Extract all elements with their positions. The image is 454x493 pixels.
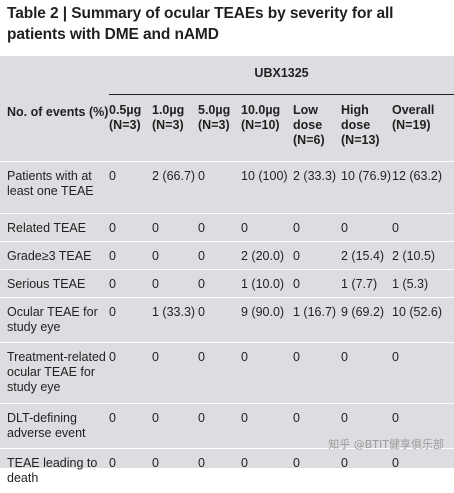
table-cell: 0 (109, 304, 116, 319)
table-cell: 10 (52.6) (392, 304, 443, 319)
table-cell: 0 (109, 248, 116, 263)
group-header-ubx1325: UBX1325 (254, 66, 309, 80)
column-header: 0.5µg (N=3) (109, 103, 142, 132)
row-label: DLT-defining adverse event (7, 410, 86, 440)
row-label: Grade≥3 TEAE (7, 248, 92, 263)
table-cell: 12 (63.2) (392, 168, 443, 183)
row-label: Related TEAE (7, 220, 86, 235)
table-cell: 10 (100) (241, 168, 288, 183)
table-cell: 0 (198, 168, 205, 183)
table-cell: 0 (241, 410, 248, 425)
watermark: 知乎 @BTIT健享俱乐部 (328, 438, 444, 451)
table-cell: 0 (241, 349, 248, 364)
table-cell: 2 (20.0) (241, 248, 285, 263)
table-cell: 1 (5.3) (392, 276, 429, 291)
table-cell: 0 (152, 248, 159, 263)
table-cell: 0 (198, 276, 205, 291)
table-row: Grade≥3 TEAE 0 0 0 2 (20.0) 0 2 (15.4) 2… (0, 241, 454, 269)
column-header: High dose (N=13) (341, 103, 380, 147)
table-cell: 0 (198, 248, 205, 263)
table-cell: 0 (341, 455, 348, 470)
column-header: 5.0µg (N=3) (198, 103, 231, 132)
table-cell: 0 (109, 220, 116, 235)
table-cell: 0 (198, 349, 205, 364)
column-header-row: No. of events (%) 0.5µg (N=3) 1.0µg (N=3… (0, 95, 454, 162)
table-cell: 0 (293, 349, 300, 364)
row-header-label: No. of events (%) (7, 104, 109, 119)
table-row: DLT-defining adverse event 0 0 0 0 0 0 0 (0, 403, 454, 448)
table-cell: 2 (66.7) (152, 168, 196, 183)
row-label: Patients with at least one TEAE (7, 168, 94, 198)
table-cell: 0 (341, 349, 348, 364)
table-cell: 0 (198, 455, 205, 470)
table-cell: 0 (109, 349, 116, 364)
table-cell: 2 (10.5) (392, 248, 436, 263)
table-cell: 1 (7.7) (341, 276, 378, 291)
summary-table: UBX1325 No. of events (%) 0.5µg (N=3) 1.… (0, 56, 454, 485)
table-cell: 0 (392, 220, 399, 235)
row-label: Serious TEAE (7, 276, 86, 291)
table-cell: 0 (293, 410, 300, 425)
column-header: Overall (N=19) (392, 103, 435, 132)
group-rule (109, 94, 454, 95)
table-cell: 0 (152, 410, 159, 425)
table-cell: 0 (109, 410, 116, 425)
table-cell: 0 (293, 248, 300, 263)
table-cell: 0 (241, 220, 248, 235)
table-cell: 2 (15.4) (341, 248, 385, 263)
table-cell: 1 (10.0) (241, 276, 285, 291)
table-cell: 0 (109, 455, 116, 470)
column-header: 1.0µg (N=3) (152, 103, 185, 132)
table-cell: 0 (198, 410, 205, 425)
group-header-spacer (0, 56, 109, 94)
table-row: Patients with at least one TEAE 0 2 (66.… (0, 161, 454, 213)
table-cell: 0 (198, 304, 205, 319)
table-cell: 0 (392, 349, 399, 364)
table-cell: 1 (16.7) (293, 304, 337, 319)
row-label: Treatment-related ocular TEAE for study … (7, 349, 106, 394)
table-title: Table 2 | Summary of ocular TEAEs by sev… (7, 5, 394, 43)
table-cell: 1 (33.3) (152, 304, 196, 319)
table-cell: 0 (392, 455, 399, 470)
table-row: Ocular TEAE for study eye 0 1 (33.3) 0 9… (0, 297, 454, 342)
table-cell: 9 (90.0) (241, 304, 285, 319)
table-row: Related TEAE 0 0 0 0 0 0 0 (0, 213, 454, 241)
table-cell: 10 (76.9) (341, 168, 392, 183)
group-rule-row (0, 94, 454, 95)
table-cell: 0 (341, 220, 348, 235)
table-row: Serious TEAE 0 0 0 1 (10.0) 0 1 (7.7) 1 … (0, 269, 454, 297)
row-label: Ocular TEAE for study eye (7, 304, 98, 334)
column-header: Low dose (N=6) (293, 103, 325, 147)
group-header-row: UBX1325 (0, 56, 454, 94)
table-cell: 0 (109, 168, 116, 183)
table-cell: 0 (392, 410, 399, 425)
table-cell: 0 (341, 410, 348, 425)
table-cell: 0 (152, 349, 159, 364)
table-cell: 0 (293, 220, 300, 235)
table-row: TEAE leading to death 0 0 0 0 0 0 0 (0, 448, 454, 493)
table-cell: 0 (241, 455, 248, 470)
table-cell: 0 (109, 276, 116, 291)
table-cell: 9 (69.2) (341, 304, 385, 319)
table-cell: 0 (198, 220, 205, 235)
table-cell: 0 (152, 220, 159, 235)
table-cell: 0 (152, 455, 159, 470)
table-row: Treatment-related ocular TEAE for study … (0, 342, 454, 403)
table-cell: 0 (152, 276, 159, 291)
table-cell: 0 (293, 276, 300, 291)
column-header: 10.0µg (N=10) (241, 103, 281, 132)
table-cell: 0 (293, 455, 300, 470)
table-grid: UBX1325 No. of events (%) 0.5µg (N=3) 1.… (0, 56, 454, 493)
row-label: TEAE leading to death (7, 455, 98, 485)
table-cell: 2 (33.3) (293, 168, 337, 183)
